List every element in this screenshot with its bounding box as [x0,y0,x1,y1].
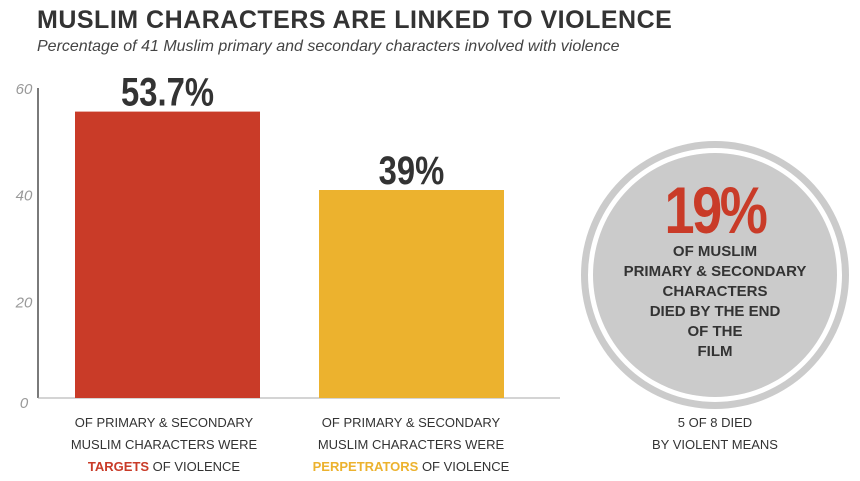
callout-note-line: 5 OF 8 DIED [677,415,753,430]
callout-circle [593,153,837,397]
caption-highlight: PERPETRATORS [312,459,419,474]
chart-title: MUSLIM CHARACTERS ARE LINKED TO VIOLENCE [37,6,673,34]
callout-line: PRIMARY & SECONDARY [623,263,807,280]
callout-text: 19% OF MUSLIM PRIMARY & SECONDARY CHARAC… [590,173,840,362]
callout-line: DIED BY THE END [649,303,781,320]
caption-highlight: TARGETS [87,459,150,474]
data-label: 53.7% [121,70,214,115]
caption-line: MUSLIM CHARACTERS WERE [70,437,258,452]
y-tick-label: 20 [15,294,33,311]
callout-note-line: BY VIOLENT MEANS [652,437,778,452]
y-tick-label: 0 [20,395,29,412]
caption-targets: OF PRIMARY & SECONDARY MUSLIM CHARACTERS… [44,412,284,478]
y-tick-label: 60 [16,81,33,98]
caption-perpetrators: OF PRIMARY & SECONDARY MUSLIM CHARACTERS… [291,412,531,478]
data-label: 39% [379,148,445,193]
chart-subtitle: Percentage of 41 Muslim primary and seco… [37,38,620,55]
caption-line: OF PRIMARY & SECONDARY [74,415,254,430]
callout-value: 19% [664,173,768,247]
callout-note: 5 OF 8 DIED BY VIOLENT MEANS [595,412,835,456]
caption-rest: OF VIOLENCE [418,459,510,474]
bar [319,190,504,398]
callout-line: OF THE [687,323,743,340]
callout-line: CHARACTERS [662,283,768,300]
bar [75,111,260,398]
y-tick-label: 40 [16,188,33,205]
caption-rest: OF VIOLENCE [149,459,241,474]
caption-line: MUSLIM CHARACTERS WERE [317,437,505,452]
callout-line: FILM [697,343,733,360]
callout-line: OF MUSLIM [672,243,758,260]
caption-line: OF PRIMARY & SECONDARY [321,415,501,430]
